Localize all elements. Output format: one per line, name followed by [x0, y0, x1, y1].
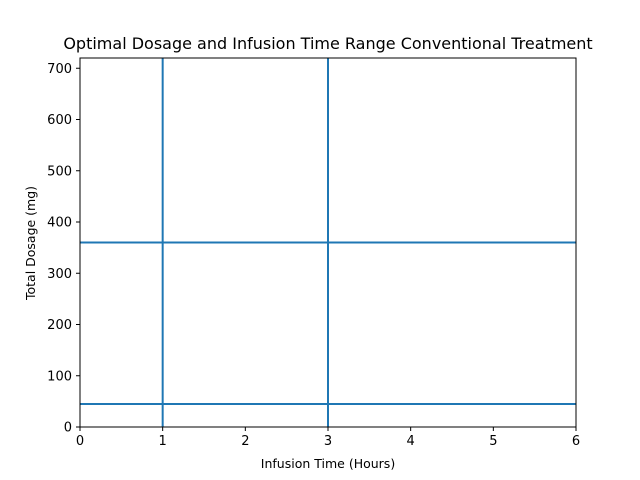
y-tick-label: 600: [47, 113, 72, 128]
y-tick-label: 700: [47, 62, 72, 77]
x-tick-label: 4: [407, 434, 415, 449]
y-axis-label: Total Dosage (mg): [23, 186, 38, 301]
y-tick-label: 400: [47, 216, 72, 231]
x-tick-label: 0: [76, 434, 84, 449]
y-tick-label: 200: [47, 318, 72, 333]
y-tick-label: 0: [64, 421, 72, 436]
y-tick-label: 500: [47, 164, 72, 179]
y-tick-label: 100: [47, 369, 72, 384]
x-tick-label: 3: [324, 434, 332, 449]
chart-title: Optimal Dosage and Infusion Time Range C…: [63, 34, 592, 53]
y-axis-ticks: 0 100 200 300 400 500 600 700: [47, 62, 80, 436]
x-tick-label: 2: [241, 434, 249, 449]
x-tick-label: 6: [572, 434, 580, 449]
reference-lines: [80, 58, 576, 427]
x-axis-ticks: 0 1 2 3 4 5 6: [76, 427, 580, 449]
y-tick-label: 300: [47, 267, 72, 282]
x-axis-label: Infusion Time (Hours): [261, 456, 395, 471]
x-tick-label: 5: [489, 434, 497, 449]
x-tick-label: 1: [159, 434, 167, 449]
